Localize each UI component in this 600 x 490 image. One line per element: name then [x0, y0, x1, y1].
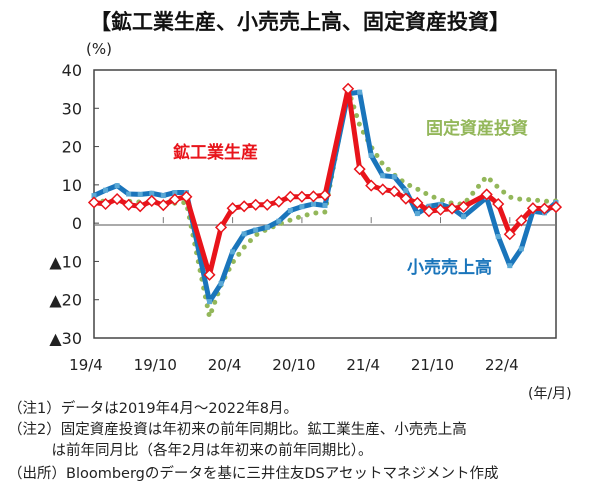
data-point-marker — [111, 192, 124, 206]
label-fixed-asset-investment: 固定資産投資 — [426, 118, 528, 139]
data-point-marker — [388, 185, 401, 198]
data-point-marker — [403, 188, 409, 194]
data-point-marker — [368, 152, 374, 158]
note-2: （注2）固定資産投資は年初来の前年同期比。鉱工業生産、小売売上高 — [8, 422, 467, 438]
data-point-marker — [172, 190, 178, 196]
data-point-marker — [253, 227, 259, 233]
data-point-marker — [180, 190, 193, 203]
data-point-marker — [380, 173, 386, 179]
data-point-marker — [318, 189, 332, 202]
data-point-marker — [538, 202, 551, 215]
x-tick-label: 21/10 — [411, 356, 454, 374]
data-point-marker — [492, 197, 505, 211]
data-point-marker — [126, 191, 132, 197]
data-point-marker — [353, 163, 366, 176]
data-point-marker — [114, 183, 120, 189]
y-tick-label: 20 — [62, 138, 82, 157]
data-point-marker — [134, 200, 147, 213]
data-point-marker — [322, 203, 328, 209]
data-point-marker — [203, 268, 216, 281]
x-tick-label: 19/4 — [69, 356, 103, 374]
x-tick-label: 20/4 — [208, 356, 242, 374]
data-point-marker — [526, 202, 539, 215]
data-point-marker — [261, 198, 274, 211]
source-note: （出所）Bloombergのデータを基に三井住友DSアセットマネジメント作成 — [8, 466, 499, 482]
data-point-marker — [457, 200, 470, 213]
data-point-marker — [342, 82, 355, 95]
data-point-marker — [515, 214, 528, 227]
data-point-marker — [168, 193, 181, 206]
data-point-marker — [434, 203, 447, 216]
x-tick-label: 20/10 — [272, 356, 315, 374]
x-tick-label: 21/4 — [346, 356, 380, 374]
x-tick-label: 22/4 — [485, 356, 519, 374]
data-point-marker — [160, 193, 166, 199]
data-point-marker — [445, 202, 459, 215]
data-point-marker — [87, 196, 101, 209]
y-tick-label: ▲20 — [49, 291, 82, 310]
data-point-marker — [365, 179, 378, 192]
data-point-marker — [226, 202, 239, 215]
data-point-marker — [376, 183, 389, 196]
data-point-marker — [461, 214, 467, 220]
data-point-marker — [310, 201, 316, 207]
data-point-marker — [264, 224, 270, 230]
data-point-marker — [149, 190, 155, 196]
data-point-marker — [503, 228, 516, 241]
data-point-marker — [241, 231, 247, 237]
data-point-marker — [230, 249, 236, 255]
data-point-marker — [299, 204, 305, 210]
data-point-marker — [103, 187, 109, 193]
y-tick-label: 30 — [62, 99, 82, 118]
data-point-marker — [507, 263, 513, 269]
data-point-marker — [518, 246, 524, 252]
y-tick-label: 0 — [72, 214, 82, 233]
data-point-marker — [249, 198, 262, 211]
data-point-marker — [287, 208, 293, 214]
data-point-marker — [391, 174, 397, 180]
data-point-marker — [137, 191, 143, 197]
series-0 — [87, 82, 563, 281]
x-axis-unit: (年/月) — [528, 386, 572, 402]
data-point-marker — [414, 211, 420, 217]
y-tick-label: ▲30 — [49, 329, 82, 348]
data-point-marker — [480, 188, 493, 201]
data-point-marker — [207, 299, 212, 305]
data-point-marker — [495, 234, 501, 240]
note-2-cont: は前年同月比（各年2月は年初来の前年同期比）。 — [8, 443, 373, 459]
x-tick-label: 19/10 — [134, 356, 177, 374]
data-point-marker — [295, 190, 308, 203]
data-point-marker — [357, 89, 363, 95]
data-point-marker — [307, 190, 320, 203]
y-tick-label: 10 — [62, 176, 82, 195]
data-point-marker — [411, 196, 424, 209]
data-point-marker — [422, 205, 436, 218]
y-axis-unit: (%) — [86, 40, 112, 58]
data-point-marker — [276, 218, 282, 224]
data-point-marker — [157, 199, 170, 212]
data-point-marker — [214, 221, 228, 234]
data-point-marker — [91, 193, 97, 199]
data-point-marker — [122, 198, 135, 211]
label-retail-sales: 小売売上高 — [407, 257, 492, 278]
data-point-marker — [99, 197, 112, 211]
data-point-marker — [549, 201, 563, 214]
label-industrial-production: 鉱工業生産 — [173, 142, 258, 163]
series-line-industrial-production — [93, 86, 557, 278]
data-point-marker — [284, 190, 297, 203]
data-point-marker — [272, 195, 285, 208]
data-point-marker — [238, 200, 251, 213]
y-tick-label: ▲10 — [49, 252, 82, 271]
chart-title: 【鉱工業生産、小売売上高、固定資産投資】 — [90, 10, 510, 34]
data-point-marker — [399, 192, 412, 205]
data-point-marker — [145, 194, 158, 207]
y-tick-label: 40 — [62, 61, 82, 80]
note-1: （注1）データは2019年4月～2022年8月。 — [8, 401, 298, 417]
data-point-marker — [218, 281, 224, 287]
